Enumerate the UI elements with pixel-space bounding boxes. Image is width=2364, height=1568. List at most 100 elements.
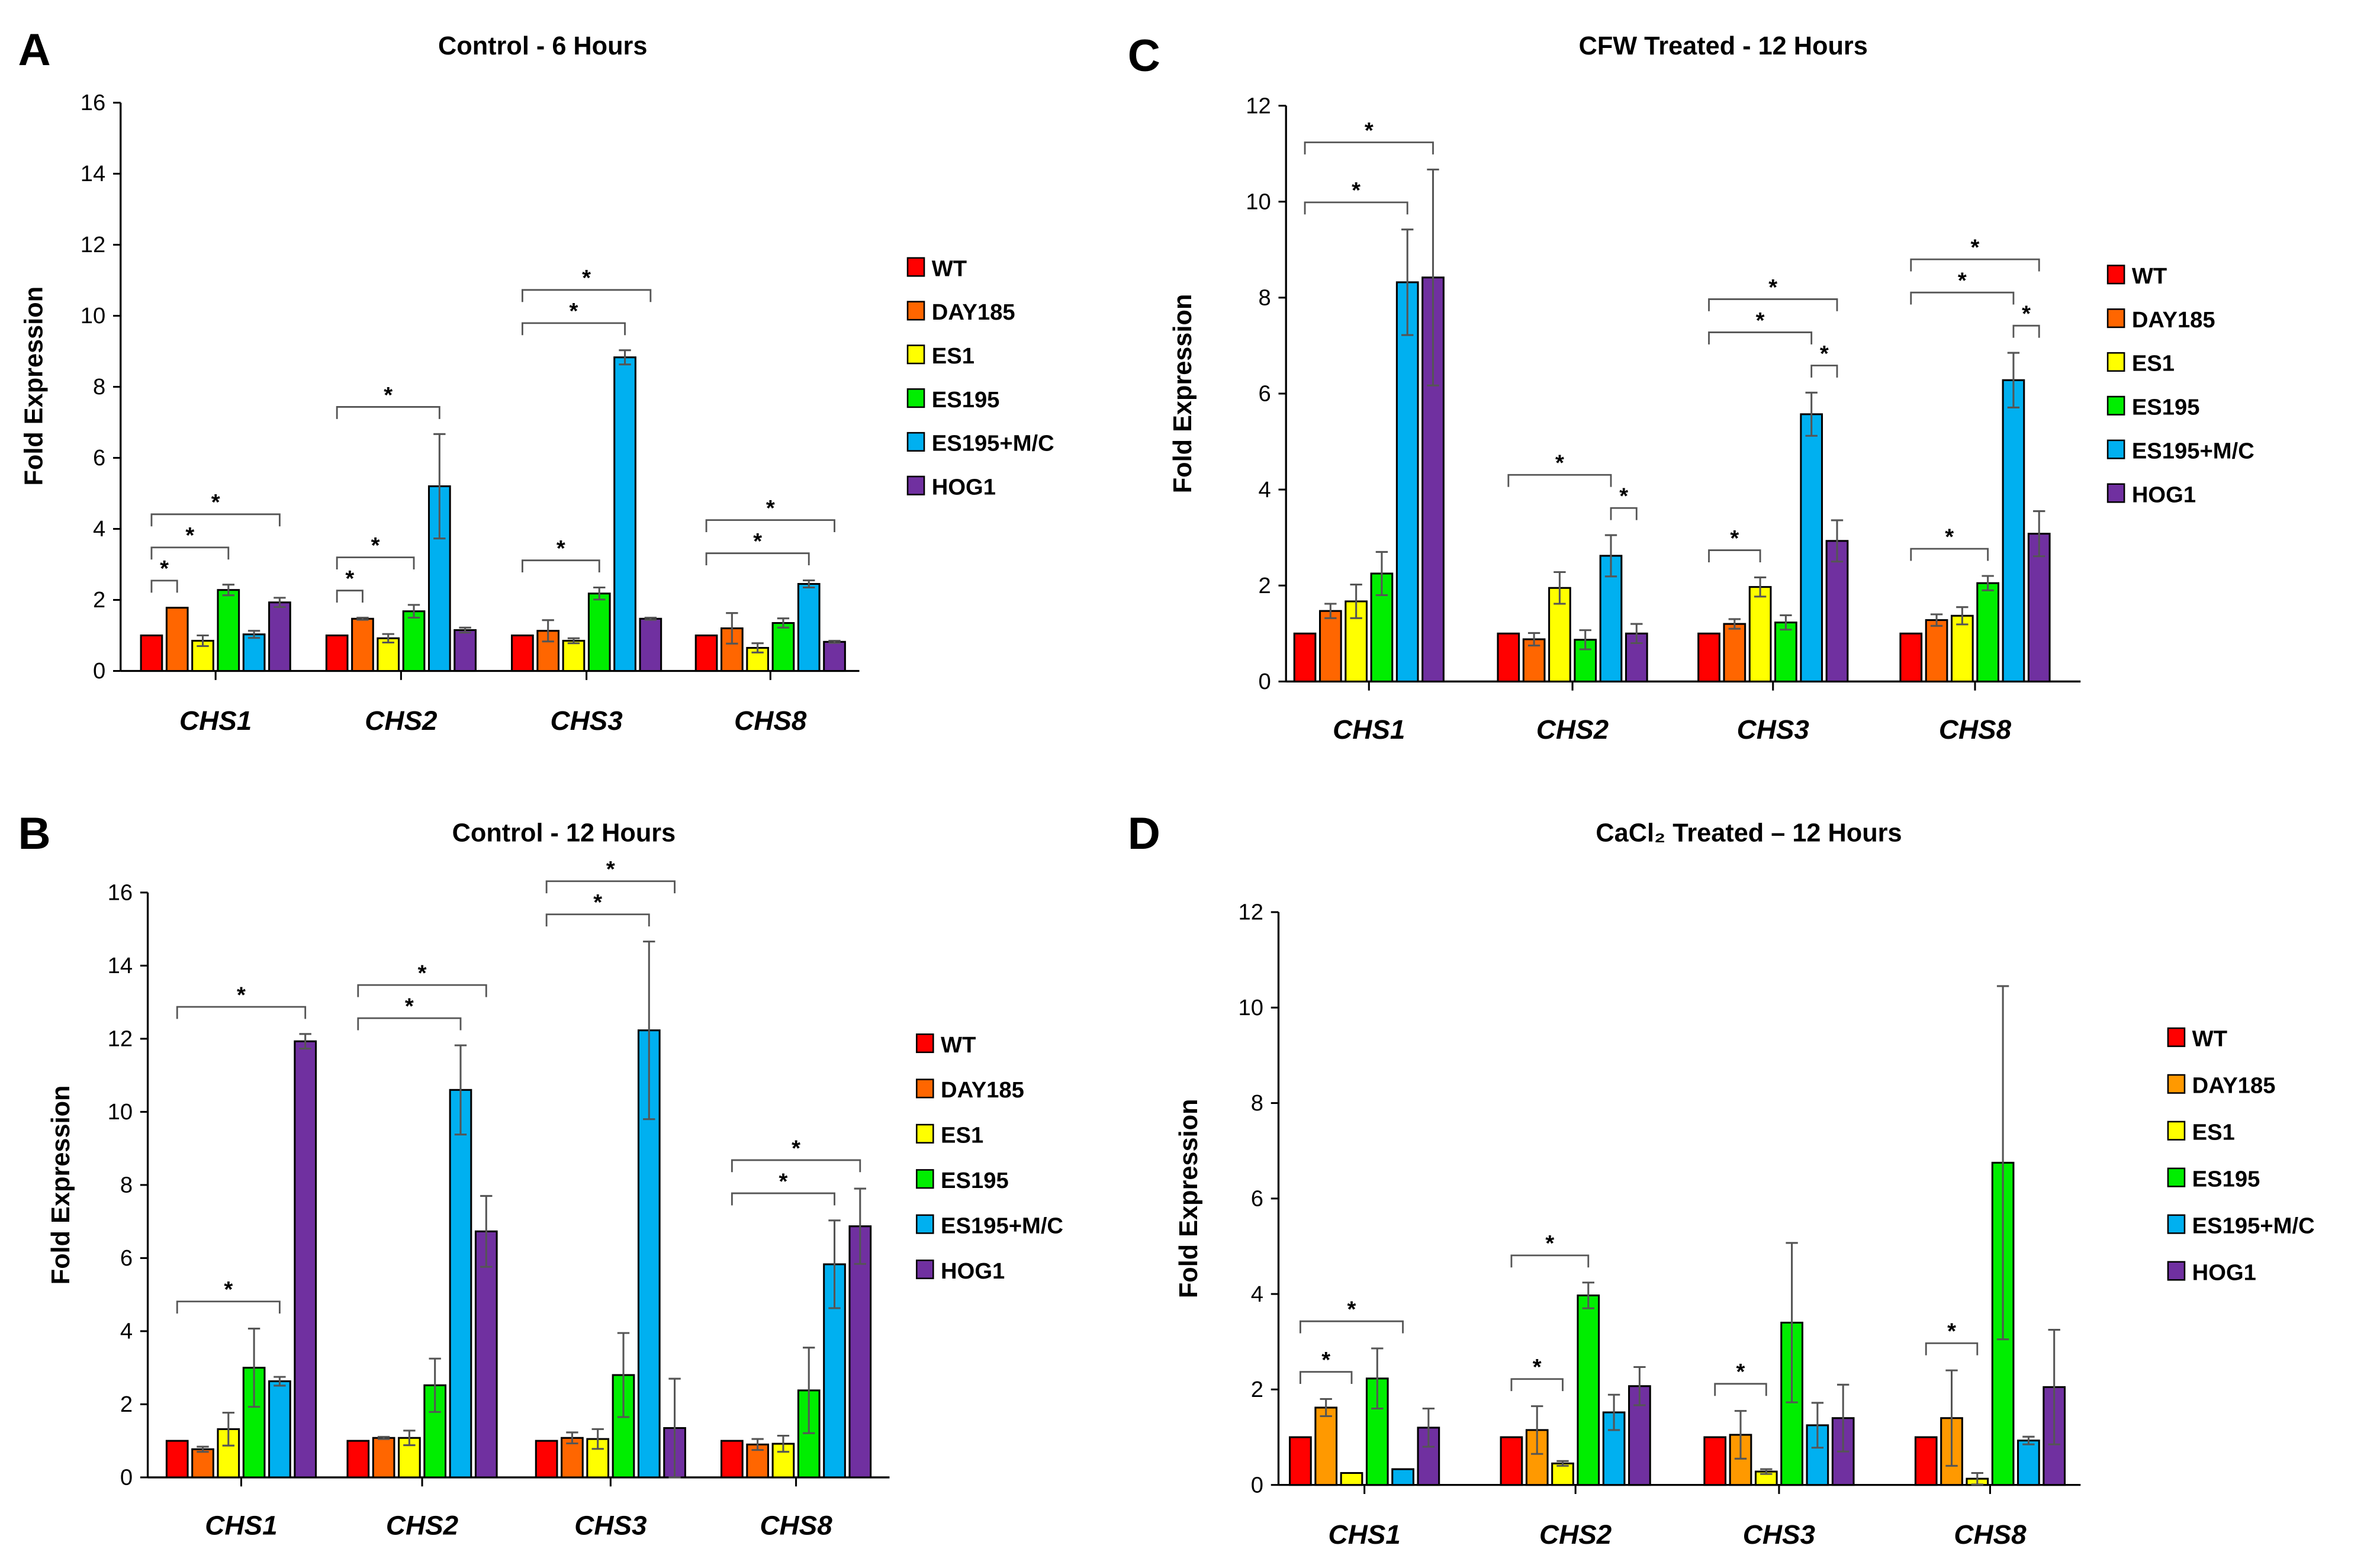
- category-label: CHS8: [1954, 1519, 2027, 1550]
- chart-title: CaCl₂ Treated – 12 Hours: [1596, 819, 1902, 847]
- category-label: CHS2: [386, 1511, 459, 1541]
- y-tick-label: 8: [1258, 285, 1271, 311]
- bar-chs3-es195-m-c: [1800, 413, 1823, 682]
- y-tick-label: 8: [120, 1173, 133, 1198]
- significance-bracket: [1300, 1320, 1404, 1334]
- panel-c: C CFW Treated - 12 Hours 0 2 4 6 8 10 12 Fold Exp…: [1128, 31, 2254, 745]
- significance-bracket: [521, 322, 626, 336]
- bar-chs3-day185: [1723, 623, 1747, 682]
- category-label: CHS3: [1743, 1519, 1815, 1550]
- category-label: CHS2: [1536, 714, 1609, 745]
- significance-bracket: [1910, 548, 1989, 561]
- bar-chs2-hog1: [474, 1230, 498, 1479]
- significance-star: *: [2022, 301, 2031, 327]
- legend-swatch: [2167, 1167, 2186, 1187]
- significance-star: *: [1321, 1347, 1330, 1373]
- legend-swatch: [906, 432, 925, 452]
- legend-label: WT: [932, 256, 967, 281]
- y-tick-label: 4: [1258, 477, 1271, 503]
- significance-star: *: [185, 523, 194, 548]
- significance-bracket: [1304, 141, 1434, 154]
- bar-chs2-hog1: [453, 629, 477, 672]
- significance-star: *: [1730, 526, 1739, 551]
- bar-chs3-es195-m-c: [613, 356, 636, 672]
- bar-chs1-day185: [1314, 1406, 1338, 1486]
- significance-star: *: [779, 1168, 787, 1194]
- y-tick-label: 0: [1251, 1472, 1263, 1498]
- bar-chs8-day185: [1925, 619, 1948, 682]
- significance-star: *: [582, 265, 591, 291]
- legend-swatch: [916, 1123, 934, 1144]
- category-label: CHS2: [365, 706, 438, 736]
- significance-bracket: [1300, 1371, 1353, 1385]
- significance-bracket: [545, 880, 676, 894]
- y-tick-label: 6: [120, 1245, 133, 1271]
- panel-label: C: [1128, 31, 1160, 81]
- bar-chs1-es195-m-c: [242, 633, 266, 672]
- y-axis-label: Fold Expression: [20, 286, 48, 486]
- bar-chs1-hog1: [294, 1040, 317, 1479]
- significance-star: *: [371, 533, 380, 558]
- y-tick-label: 8: [1251, 1090, 1263, 1116]
- significance-star: *: [160, 556, 169, 581]
- panel-d: D CaCl₂ Treated – 12 Hours 0 2 4 6 8 10 12 Fold E…: [1128, 809, 2315, 1550]
- bar-chs8-es195: [771, 622, 795, 672]
- bar-chs8-es195-m-c: [2017, 1440, 2040, 1486]
- y-tick-label: 0: [120, 1465, 133, 1490]
- legend-swatch: [2106, 395, 2125, 416]
- legend-swatch: [2167, 1214, 2186, 1234]
- legend-label: HOG1: [932, 475, 996, 500]
- bar-chs3-wt: [511, 634, 534, 672]
- y-tick-label: 4: [120, 1319, 133, 1344]
- bar-chs8-wt: [720, 1440, 744, 1479]
- y-tick-label: 4: [1251, 1282, 1263, 1307]
- legend-swatch: [2106, 483, 2125, 503]
- significance-bracket: [545, 913, 650, 927]
- bar-chs3-es1: [1748, 586, 1772, 682]
- legend-swatch: [906, 257, 925, 277]
- y-tick-label: 10: [1239, 995, 1263, 1020]
- bar-chs3-es195: [587, 593, 611, 672]
- bar-chs3-hog1: [639, 617, 662, 672]
- panel-b: B Control - 12 Hours 0 2 4 6 8 10 12 14 16 Fold Exp…: [18, 809, 1063, 1541]
- significance-bracket: [336, 406, 440, 419]
- legend-label: ES1: [2132, 351, 2175, 376]
- legend-swatch: [916, 1078, 934, 1099]
- legend-label: ES195+M/C: [2132, 438, 2254, 463]
- significance-star: *: [237, 982, 246, 1007]
- bar-chs8-es195-m-c: [797, 582, 821, 672]
- significance-bracket: [705, 519, 835, 533]
- legend-label: ES195: [932, 387, 1000, 413]
- significance-star: *: [570, 298, 578, 324]
- legend-swatch: [2167, 1261, 2186, 1281]
- significance-bracket: [150, 546, 230, 560]
- y-tick-label: 8: [93, 374, 105, 400]
- legend-swatch: [916, 1033, 934, 1054]
- significance-bracket: [1910, 258, 2040, 272]
- significance-bracket: [336, 590, 364, 603]
- legend-swatch: [906, 388, 925, 408]
- significance-bracket: [176, 1006, 307, 1019]
- y-tick-label: 14: [108, 953, 133, 978]
- legend-label: ES195: [941, 1168, 1009, 1193]
- panel-a: A Control - 6 Hours 0 2 4 6 8 10 12 14 16 Fold Expr…: [18, 25, 1054, 736]
- significance-star: *: [792, 1135, 800, 1161]
- category-label: CHS1: [1329, 1519, 1401, 1550]
- significance-star: *: [606, 857, 615, 882]
- significance-star: *: [405, 994, 414, 1019]
- y-tick-label: 2: [93, 587, 105, 613]
- legend-label: WT: [2132, 263, 2167, 289]
- significance-bracket: [521, 559, 600, 573]
- legend-label: ES195+M/C: [2192, 1213, 2315, 1238]
- significance-bracket: [1610, 507, 1638, 520]
- significance-star: *: [1533, 1354, 1542, 1380]
- bar-chs3-es195: [1774, 622, 1797, 682]
- y-axis-label: Fold Expression: [47, 1086, 75, 1285]
- category-label: CHS2: [1539, 1519, 1612, 1550]
- category-label: CHS1: [1333, 714, 1405, 745]
- bar-chs3-es1: [562, 639, 586, 672]
- significance-star: *: [345, 566, 354, 591]
- significance-star: *: [753, 529, 762, 554]
- significance-bracket: [176, 1300, 281, 1314]
- significance-bracket: [1510, 1254, 1590, 1268]
